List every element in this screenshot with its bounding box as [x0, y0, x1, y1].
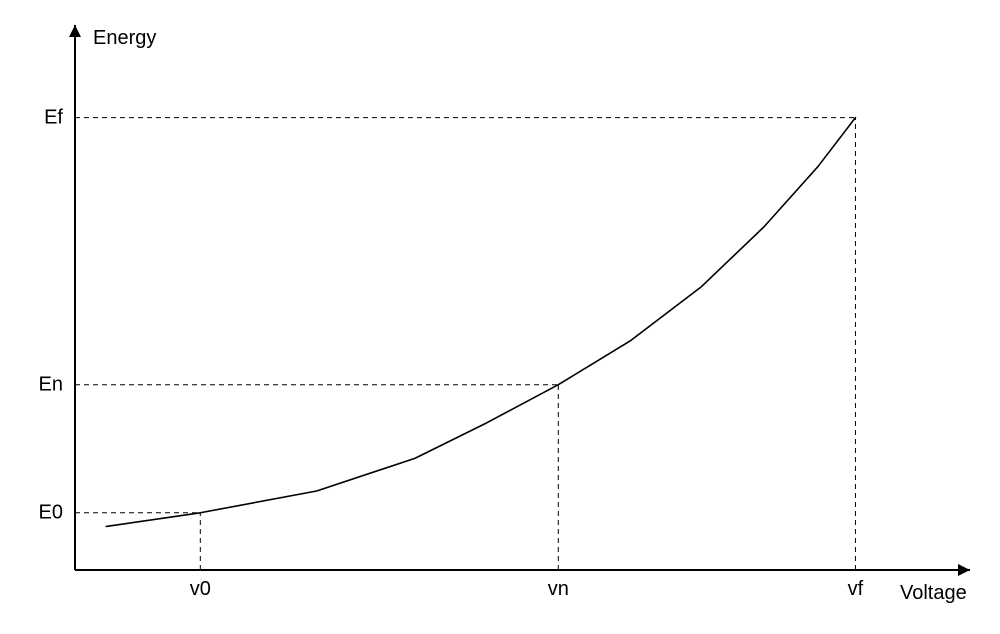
x-tick-vf: vf [848, 578, 864, 601]
chart-svg [0, 0, 1000, 634]
y-axis-title: Energy [93, 27, 156, 50]
y-tick-ef: Ef [44, 106, 63, 129]
y-tick-en: En [39, 373, 63, 396]
x-tick-v0: v0 [190, 578, 211, 601]
energy-voltage-chart: Energy Voltage E0 En Ef v0 vn vf [0, 0, 1000, 634]
y-tick-e0: E0 [39, 501, 63, 524]
x-axis-title: Voltage [900, 582, 967, 605]
x-tick-vn: vn [548, 578, 569, 601]
